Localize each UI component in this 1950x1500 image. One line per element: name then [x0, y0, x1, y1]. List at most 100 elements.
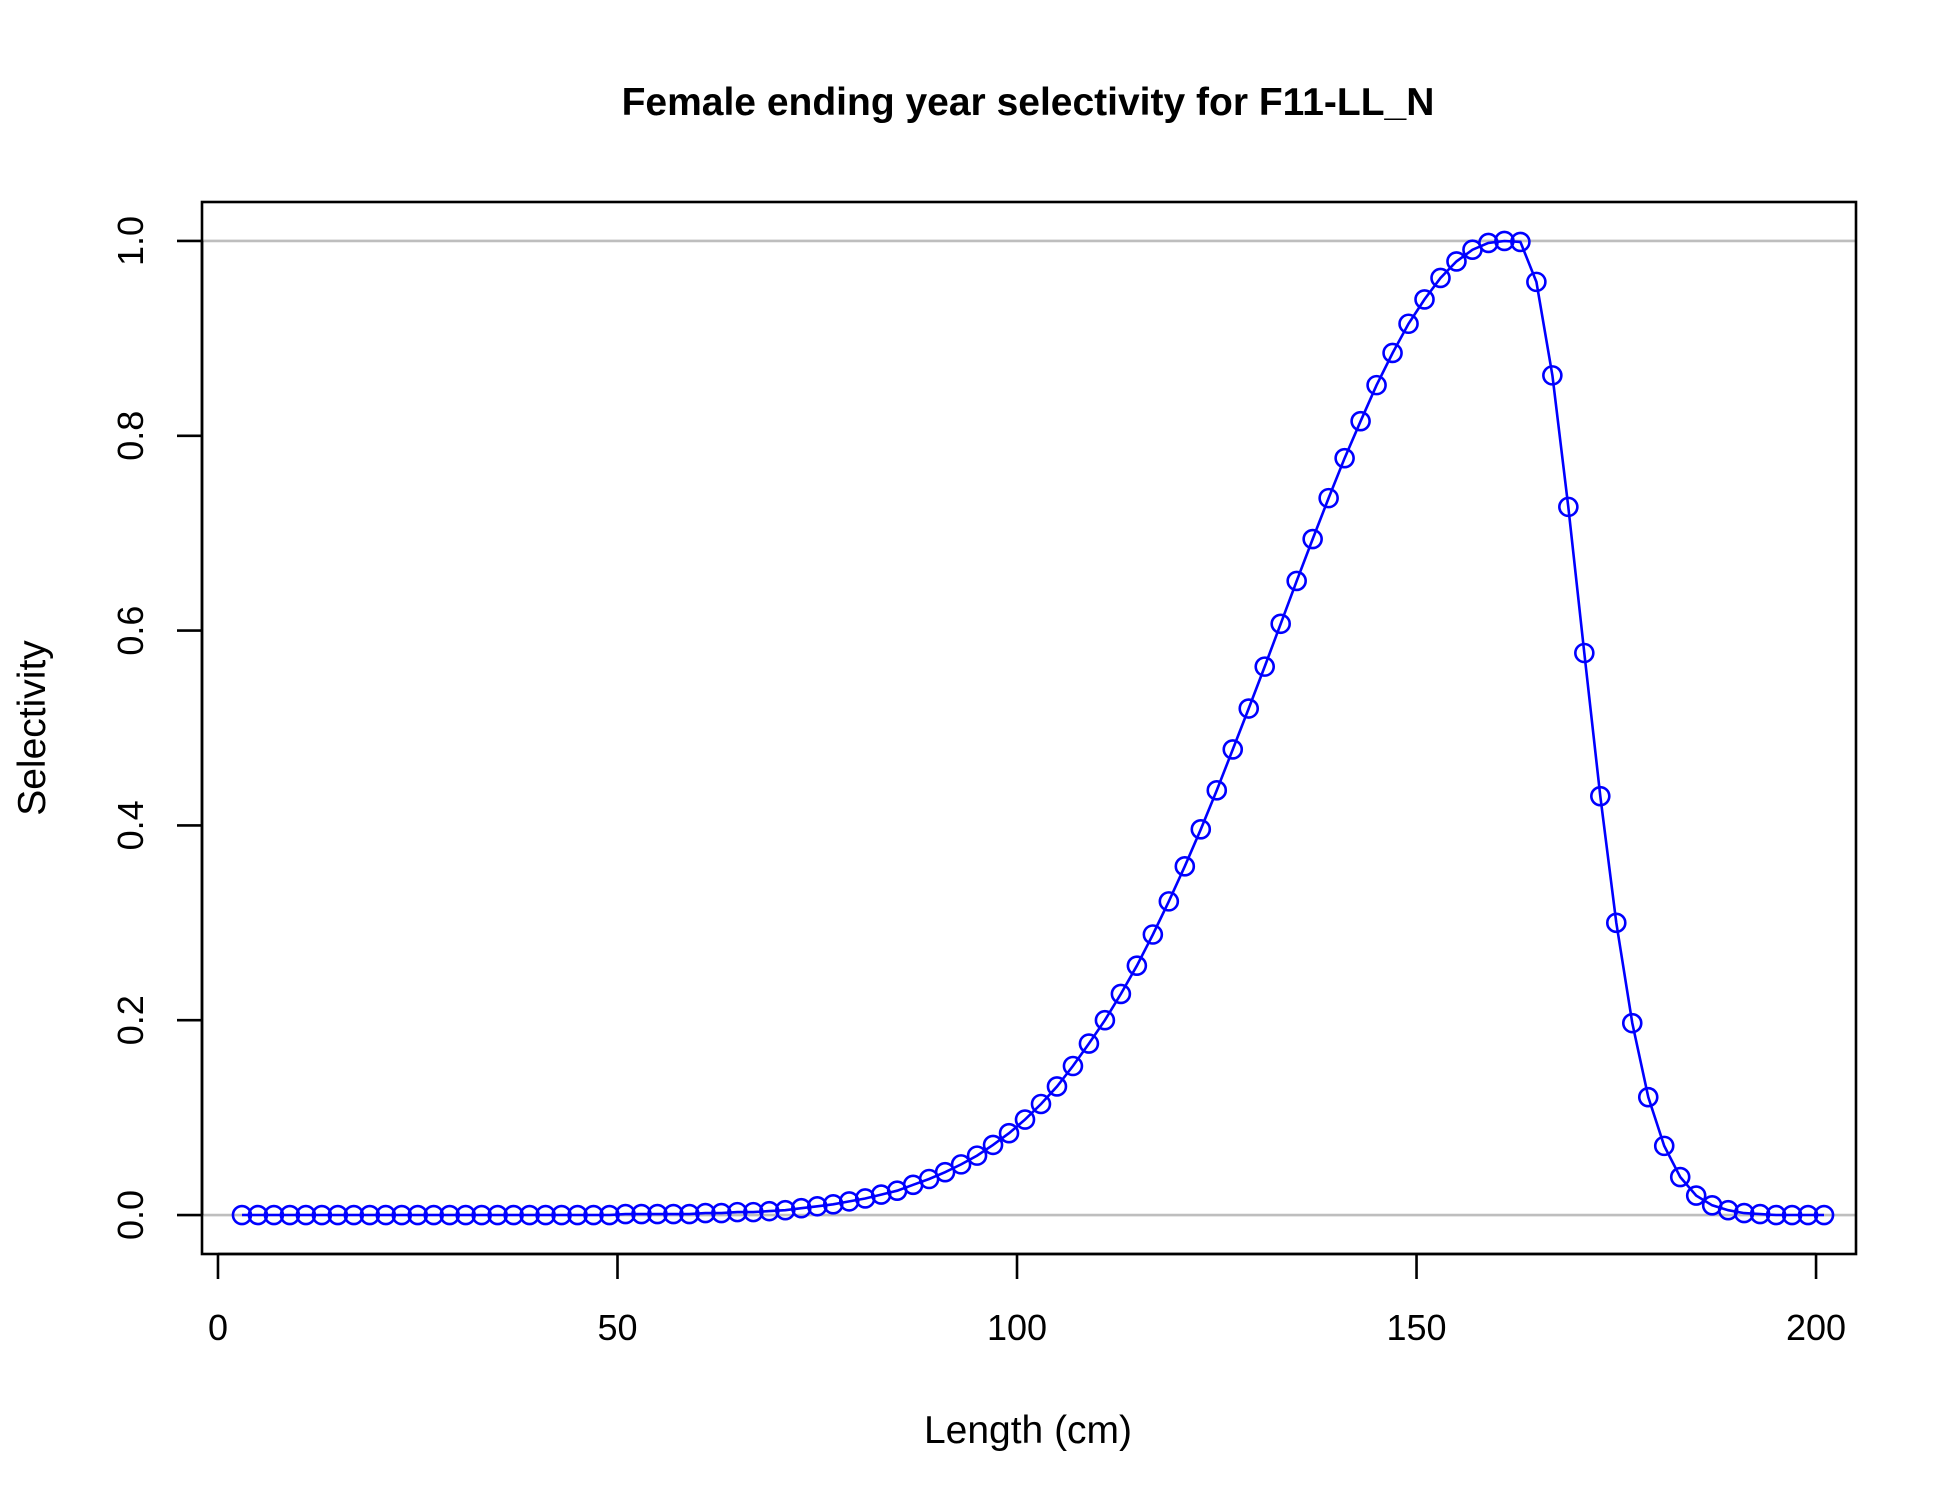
data-point	[1685, 1185, 1707, 1206]
data-point	[503, 1204, 524, 1226]
data-point	[327, 1204, 349, 1226]
data-point	[1142, 924, 1164, 945]
data-point	[1222, 739, 1244, 760]
data-point	[1510, 231, 1531, 253]
y-axis: 0.0 0.2 0.4 0.6 0.8 1.0	[110, 216, 204, 1240]
x-tick-label: 0	[208, 1307, 228, 1348]
y-tick-label: 0.2	[110, 995, 151, 1045]
data-point	[1206, 780, 1228, 801]
data-point	[998, 1122, 1020, 1144]
data-point	[743, 1201, 764, 1223]
y-tick-label: 0.4	[110, 800, 151, 850]
data-point	[1366, 374, 1387, 396]
data-point	[1030, 1093, 1052, 1115]
data-point	[1302, 528, 1323, 550]
data-point	[966, 1145, 988, 1166]
series-line	[242, 239, 1824, 1217]
data-point	[279, 1204, 301, 1226]
data-point	[663, 1203, 684, 1225]
data-point	[1334, 447, 1355, 469]
data-point	[1653, 1135, 1675, 1157]
data-point	[1446, 251, 1467, 272]
data-point	[1765, 1204, 1787, 1226]
y-axis-label: Selectivity	[11, 640, 54, 816]
data-point	[1574, 642, 1595, 664]
data-point	[1398, 313, 1419, 335]
data-point	[1621, 1012, 1643, 1034]
data-point	[1110, 983, 1132, 1005]
data-point	[1238, 698, 1260, 719]
data-point	[727, 1201, 748, 1223]
data-point	[487, 1204, 508, 1226]
data-point	[615, 1203, 636, 1225]
data-point	[679, 1203, 700, 1225]
x-tick-label: 100	[987, 1307, 1047, 1348]
data-point	[1749, 1203, 1771, 1225]
data-point	[1078, 1033, 1100, 1054]
data-point	[1781, 1204, 1803, 1226]
data-point	[231, 1204, 253, 1226]
data-point	[631, 1203, 652, 1225]
x-axis: 0 50 100 150 200	[208, 1252, 1846, 1348]
data-point	[1382, 342, 1403, 364]
y-tick-label: 0.6	[110, 606, 151, 656]
data-point	[1813, 1204, 1835, 1226]
data-point	[471, 1204, 492, 1226]
data-point	[1254, 656, 1276, 677]
data-point	[599, 1204, 620, 1226]
data-point	[822, 1194, 844, 1215]
data-point	[567, 1204, 588, 1226]
data-point	[934, 1161, 956, 1183]
data-point	[1190, 819, 1212, 840]
data-point	[759, 1200, 780, 1222]
data-point	[551, 1204, 572, 1226]
data-point	[950, 1154, 972, 1175]
data-point	[1126, 955, 1148, 976]
data-point	[1270, 613, 1291, 635]
data-point	[455, 1204, 476, 1226]
data-point	[1590, 785, 1611, 807]
x-tick-label: 50	[597, 1307, 637, 1348]
x-axis-label: Length (cm)	[924, 1409, 1132, 1452]
chart-title: Female ending year selectivity for F11-L…	[622, 81, 1435, 124]
data-point	[1478, 232, 1499, 254]
data-point	[535, 1204, 556, 1226]
data-point	[647, 1203, 668, 1225]
data-point	[1797, 1204, 1819, 1226]
series-points	[231, 230, 1835, 1226]
data-point	[1637, 1086, 1659, 1108]
y-tick-label: 0.0	[110, 1190, 151, 1240]
data-point	[711, 1202, 732, 1224]
data-point	[343, 1204, 365, 1226]
data-point	[359, 1204, 381, 1226]
data-point	[1494, 230, 1515, 252]
data-point	[790, 1197, 812, 1219]
data-point	[1350, 410, 1371, 432]
data-point	[774, 1199, 796, 1221]
data-point	[1526, 271, 1547, 293]
data-point	[375, 1204, 397, 1226]
x-tick-label: 200	[1786, 1307, 1846, 1348]
y-tick-label: 0.8	[110, 411, 151, 461]
data-point	[806, 1195, 828, 1217]
data-point	[1318, 487, 1339, 509]
data-point	[1733, 1202, 1755, 1224]
data-point	[391, 1204, 413, 1226]
data-point	[583, 1204, 604, 1226]
data-point	[1414, 289, 1435, 310]
data-point	[1014, 1109, 1036, 1130]
data-point	[1430, 267, 1451, 289]
data-point	[519, 1204, 540, 1226]
data-point	[311, 1204, 333, 1226]
data-point	[1094, 1009, 1116, 1031]
data-point	[1558, 496, 1579, 518]
data-point	[1717, 1199, 1739, 1221]
data-point	[439, 1204, 461, 1226]
data-point	[423, 1204, 445, 1226]
x-tick-label: 150	[1386, 1307, 1446, 1348]
data-point	[1286, 570, 1307, 592]
data-point	[1062, 1055, 1084, 1077]
plot-frame	[200, 200, 1858, 1256]
data-point	[1605, 912, 1627, 934]
